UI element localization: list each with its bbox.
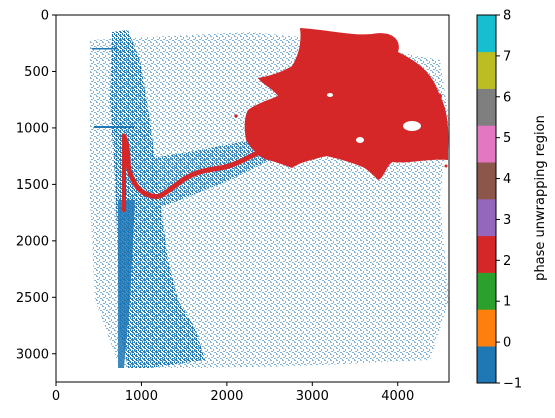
colorbar-segment <box>477 235 496 273</box>
colorbar-tick-label: 5 <box>503 131 511 146</box>
plot-area <box>56 15 449 382</box>
y-tick-label: 500 <box>24 65 49 80</box>
colorbar-segment <box>477 51 496 89</box>
colorbar-segment <box>477 199 496 237</box>
y-tick-label: 1000 <box>16 121 49 136</box>
colorbar-segment <box>477 272 496 310</box>
colorbar-tick-label: 8 <box>503 9 511 24</box>
colorbar-segment <box>477 15 496 53</box>
x-tick-label: 3000 <box>296 389 329 404</box>
colorbar-segment <box>477 162 496 200</box>
x-tick-label: 1000 <box>125 389 158 404</box>
colorbar-segment <box>477 88 496 126</box>
colorbar-tick-label: 6 <box>503 90 511 105</box>
y-tick-label: 2500 <box>16 291 49 306</box>
x-tick-label: 2000 <box>210 389 243 404</box>
colorbar-tick-label: 1 <box>503 295 511 310</box>
colorbar-tick-label: 4 <box>503 172 511 187</box>
x-axis: 0 1000 2000 3000 4000 <box>52 382 414 404</box>
colorbar-frame <box>476 14 497 384</box>
y-tick-label: 1500 <box>16 178 49 193</box>
colorbar-tick-label: 0 <box>503 336 511 351</box>
colorbar-segment <box>477 125 496 163</box>
x-tick-label: 0 <box>52 389 60 404</box>
colorbar-tick-label: 2 <box>503 254 511 269</box>
y-tick-label: 2000 <box>16 234 49 249</box>
colorbar <box>476 14 497 384</box>
colorbar-segment <box>477 309 496 347</box>
x-tick-label: 4000 <box>381 389 414 404</box>
colorbar-tick-label: −1 <box>503 377 522 392</box>
y-tick-label: 3000 <box>16 347 49 362</box>
region-2 <box>121 28 449 212</box>
y-tick-label: 0 <box>41 9 49 24</box>
colorbar-label: phase unwrapping region <box>533 115 548 281</box>
colorbar-tick-label: 3 <box>503 213 511 228</box>
colorbar-axis: −1 0 1 2 3 4 5 6 7 8 <box>496 9 522 392</box>
axes-frame <box>55 14 450 383</box>
colorbar-tick-label: 7 <box>503 49 511 64</box>
colorbar-segment <box>477 346 496 384</box>
y-axis: 0 500 1000 1500 2000 2500 3000 <box>16 9 56 362</box>
